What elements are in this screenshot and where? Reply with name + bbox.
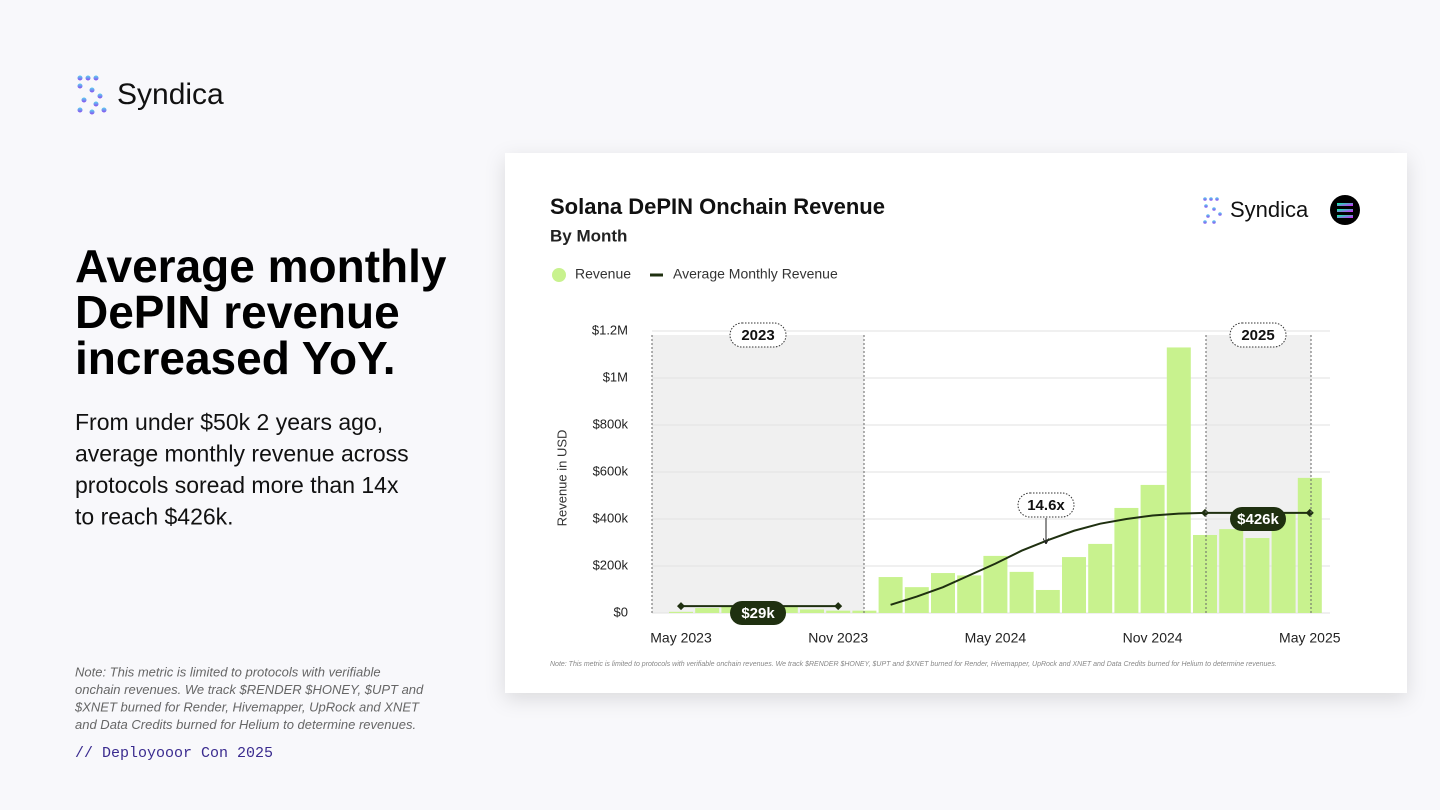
- logo-icon: [77, 75, 107, 115]
- body-line: to reach $426k.: [75, 504, 234, 530]
- average-marker: [1201, 508, 1209, 517]
- note-line: onchain revenues. We track $RENDER $HONE…: [75, 682, 424, 697]
- y-tick-label: $0: [614, 604, 628, 619]
- body-line: From under $50k 2 years ago,: [75, 409, 383, 435]
- brand-icon: [1203, 197, 1222, 224]
- annotation-box: [1229, 322, 1287, 348]
- bar: [1088, 543, 1113, 613]
- note-line: and Data Credits burned for Helium to de…: [75, 717, 416, 732]
- annotation: 2025: [1241, 327, 1274, 344]
- legend-label: Revenue: [575, 266, 631, 282]
- bar: [695, 608, 720, 613]
- body-line: protocols soread more than 14x: [75, 472, 399, 498]
- annotation-box: [1230, 507, 1286, 531]
- bar: [773, 605, 798, 613]
- bar: [878, 577, 903, 613]
- bar: [1219, 529, 1244, 613]
- y-axis-label: Revenue in USD: [554, 430, 569, 527]
- annotation-box: [730, 601, 786, 625]
- bar: [1245, 538, 1270, 613]
- bar: [1009, 571, 1034, 613]
- solana-icon: [1330, 195, 1360, 225]
- bar: [983, 555, 1008, 613]
- bar: [1062, 557, 1086, 613]
- footer: // Deployooor Con 2025: [75, 745, 273, 762]
- chart-title: Solana DePIN Onchain Revenue: [550, 194, 885, 219]
- y-tick-label: $600k: [593, 463, 629, 478]
- annotation-box: [729, 322, 787, 348]
- headline-line: Average monthly: [75, 240, 447, 292]
- y-tick-label: $200k: [593, 557, 629, 572]
- bar: [1297, 477, 1322, 613]
- x-tick-label: May 2024: [965, 630, 1027, 646]
- logo: Syndica: [117, 78, 224, 111]
- headline-line: increased YoY.: [75, 332, 395, 384]
- average-marker: [677, 602, 685, 611]
- x-tick-label: May 2023: [650, 630, 712, 646]
- legend-swatch: [552, 268, 566, 282]
- annotation: 14.6x: [1027, 497, 1065, 514]
- note-line: Note: This metric is limited to protocol…: [75, 664, 381, 679]
- x-tick-label: May 2025: [1279, 630, 1341, 646]
- body-line: average monthly revenue across: [75, 441, 409, 467]
- x-tick-label: Nov 2023: [808, 630, 868, 646]
- brand: Syndica: [1230, 197, 1309, 222]
- bar: [1193, 534, 1217, 613]
- note-line: $XNET burned for Render, Hivemapper, UpR…: [74, 699, 420, 714]
- bar: [800, 609, 824, 613]
- bar: [1166, 347, 1191, 613]
- bar: [1140, 484, 1165, 613]
- bar: [957, 575, 982, 613]
- y-tick-label: $1.2M: [592, 322, 628, 337]
- bar: [931, 573, 955, 613]
- x-tick-label: Nov 2024: [1123, 630, 1183, 646]
- y-tick-label: $800k: [593, 416, 629, 431]
- annotation-box: [1017, 492, 1075, 518]
- y-tick-label: $400k: [593, 510, 629, 525]
- average-marker: [1305, 508, 1314, 517]
- headline-line: DePIN revenue: [75, 286, 400, 338]
- bar: [1035, 589, 1060, 613]
- chart-note: Note: This metric is limited to protocol…: [550, 661, 1277, 668]
- legend-label: Average Monthly Revenue: [673, 266, 838, 282]
- annotation: 2023: [741, 327, 774, 344]
- shaded-2023: [652, 335, 864, 613]
- chart-subtitle: By Month: [550, 226, 627, 245]
- bar: [826, 610, 851, 613]
- bar: [1114, 507, 1139, 613]
- annotation: $426k: [1237, 511, 1279, 528]
- y-tick-label: $1M: [603, 369, 628, 384]
- bar: [669, 611, 693, 613]
- average-marker: [834, 602, 843, 611]
- annotation: $29k: [741, 605, 775, 622]
